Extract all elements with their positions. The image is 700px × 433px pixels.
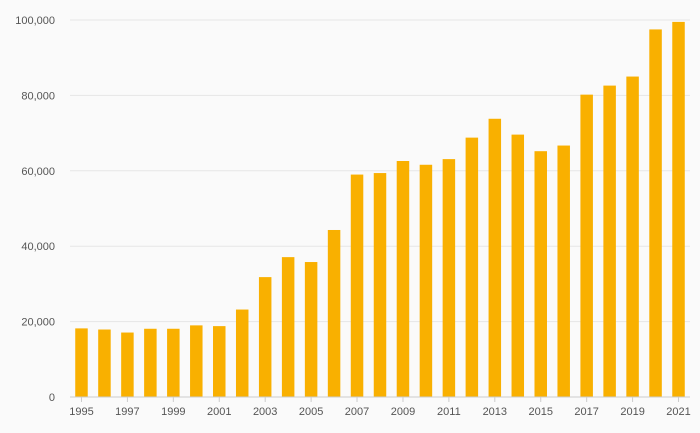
bar-1997 xyxy=(121,332,134,397)
bar-2005 xyxy=(304,262,318,397)
bar-2001 xyxy=(213,326,226,397)
x-tick-label: 2003 xyxy=(253,406,277,418)
bar-2020 xyxy=(649,29,662,398)
x-tick-label: 2011 xyxy=(437,406,461,418)
x-tick-label: 2013 xyxy=(483,406,507,418)
x-tick-label: 2001 xyxy=(207,406,231,418)
x-tick-label: 2021 xyxy=(666,406,690,418)
bar-2014 xyxy=(511,134,525,397)
bar-2000 xyxy=(190,325,203,397)
bar-2009 xyxy=(396,160,410,397)
bar-2006 xyxy=(327,229,341,397)
bar-2016 xyxy=(557,145,570,397)
y-tick-label: 40,000 xyxy=(21,241,55,253)
x-tick-label: 2005 xyxy=(299,406,323,418)
y-tick-label: 0 xyxy=(49,392,55,404)
bar-2007 xyxy=(350,174,364,397)
bar-1999 xyxy=(167,328,180,397)
x-tick-label: 2019 xyxy=(620,406,644,418)
x-tick-label: 1997 xyxy=(115,406,139,418)
bar-2012 xyxy=(465,137,479,397)
x-tick-label: 2015 xyxy=(528,406,552,418)
bar-2004 xyxy=(281,257,295,397)
y-tick-label: 80,000 xyxy=(21,90,55,102)
bars xyxy=(75,21,685,398)
bar-2010 xyxy=(419,164,433,397)
y-tick-label: 100,000 xyxy=(15,15,55,27)
y-tick-label: 20,000 xyxy=(21,317,55,329)
bar-2003 xyxy=(258,277,272,397)
x-tick-label: 2007 xyxy=(345,406,369,418)
bar-2017 xyxy=(580,94,593,397)
x-axis-ticks: 1995 1997 1999 2001 2003 2005 2007 2009 2011 2013… xyxy=(69,397,691,418)
y-tick-label: 60,000 xyxy=(21,166,55,178)
bar-2018 xyxy=(603,85,616,398)
x-tick-label: 1999 xyxy=(161,406,185,418)
bar-2021 xyxy=(672,21,685,397)
x-tick-label: 2017 xyxy=(574,406,598,418)
bar-2011 xyxy=(442,159,456,397)
bar-2002 xyxy=(235,309,249,397)
bar-2015 xyxy=(534,151,547,397)
bar-2013 xyxy=(488,118,502,398)
y-axis-ticks: 0 20,000 40,000 60,000 80,000 100,000 xyxy=(15,15,55,404)
bar-1995 xyxy=(75,328,88,397)
bar-2008 xyxy=(373,173,387,397)
x-tick-label: 1995 xyxy=(69,406,93,418)
bar-2019 xyxy=(626,76,639,398)
bar-1996 xyxy=(98,329,111,397)
x-tick-label: 2009 xyxy=(391,406,415,418)
bar-1998 xyxy=(144,328,157,397)
